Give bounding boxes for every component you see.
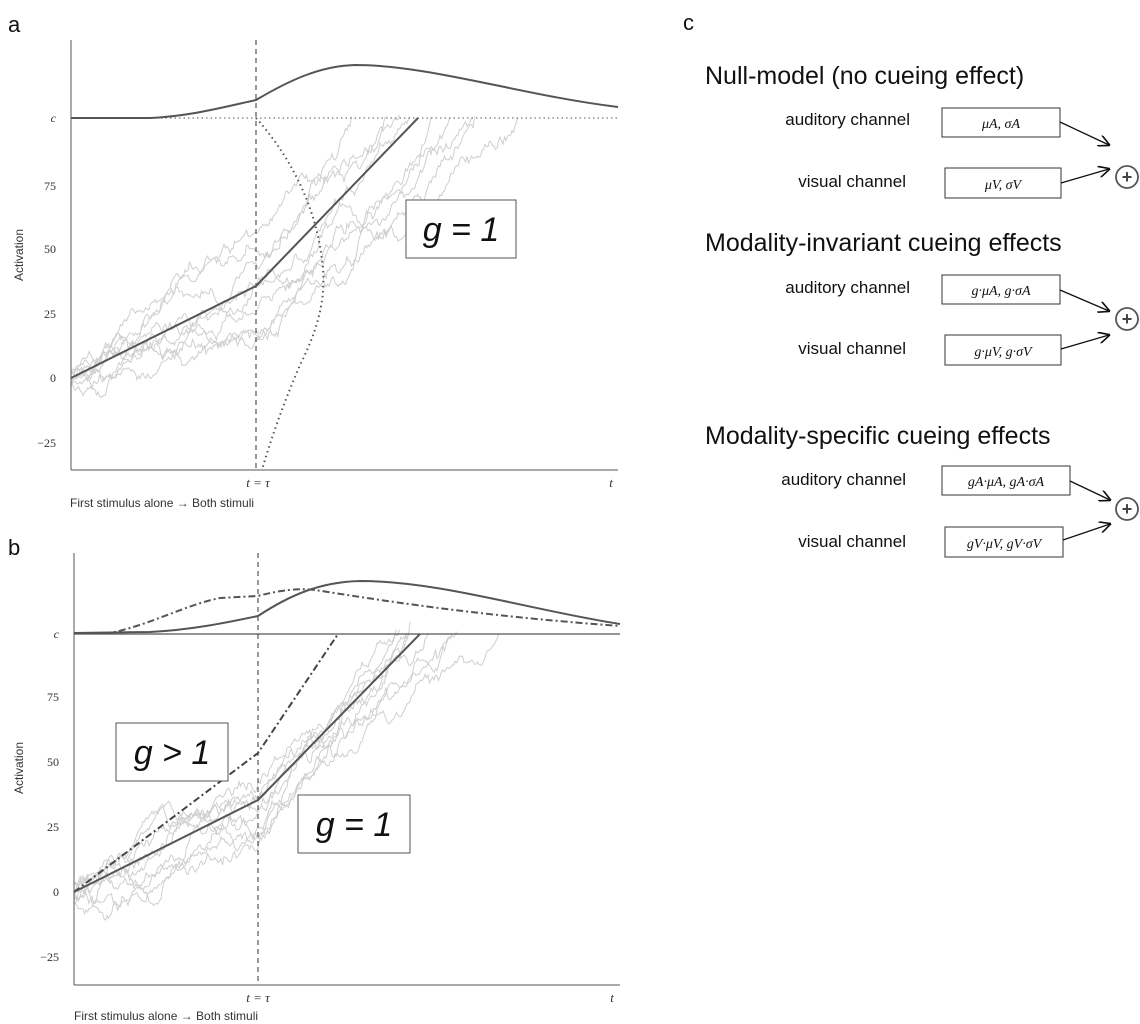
specific-combine-plus-icon bbox=[1115, 497, 1139, 521]
section-modality-invariant: Modality-invariant cueing effects audito… bbox=[705, 229, 1139, 366]
panel-b-ytick-75: 75 bbox=[47, 690, 59, 704]
null-auditory-label: auditory channel bbox=[785, 110, 910, 129]
simulated-path bbox=[73, 621, 411, 908]
invariant-auditory-param: g·μA, g·σA bbox=[971, 284, 1030, 299]
specific-auditory-param-box bbox=[941, 465, 1071, 496]
panel-a-ytick-25: 25 bbox=[44, 307, 56, 321]
simulated-path bbox=[73, 629, 400, 894]
simulated-path bbox=[73, 629, 397, 905]
specific-auditory-param: gA·μA, gA·σA bbox=[968, 475, 1045, 490]
simulated-path bbox=[70, 117, 432, 389]
panel-a-ytick-50: 50 bbox=[44, 242, 56, 256]
panel-a-y-axis-title: Activation bbox=[12, 229, 26, 281]
panel-a-xtick-t: t bbox=[609, 475, 613, 490]
panel-a-distribution-envelope bbox=[255, 117, 325, 471]
panel-a-ytick-0: 0 bbox=[50, 371, 56, 385]
invariant-visual-param-box bbox=[944, 334, 1062, 366]
null-visual-arrow bbox=[1060, 169, 1109, 184]
specific-auditory-arrow bbox=[1069, 480, 1110, 500]
panel-a-g-label: g = 1 bbox=[423, 211, 500, 249]
panel-b-xtick-t: t bbox=[610, 990, 614, 1005]
null-visual-label: visual channel bbox=[798, 172, 906, 191]
panel-b-g-eq-1-label: g = 1 bbox=[316, 806, 393, 844]
panel-b-mean-drift-g-eq-1 bbox=[73, 633, 421, 893]
panel-b-xtick-tau: t = τ bbox=[246, 990, 271, 1005]
invariant-combine-plus-icon bbox=[1115, 307, 1139, 331]
panel-b-g-gt-1-label: g > 1 bbox=[134, 734, 211, 772]
panel-b-ytick-25: 25 bbox=[47, 820, 59, 834]
invariant-auditory-param-box bbox=[941, 274, 1061, 305]
simulated-path bbox=[70, 114, 400, 386]
panel-b-ytick-50: 50 bbox=[47, 755, 59, 769]
null-combine-plus-icon bbox=[1115, 165, 1139, 189]
section-null-model-title: Null-model (no cueing effect) bbox=[705, 62, 1024, 90]
section-modality-specific: Modality-specific cueing effects auditor… bbox=[705, 422, 1139, 558]
specific-visual-param: gV·μV, gV·σV bbox=[967, 537, 1043, 552]
panel-a-mean-drift bbox=[70, 117, 419, 379]
invariant-visual-label: visual channel bbox=[798, 339, 906, 358]
specific-visual-param-box bbox=[944, 526, 1064, 558]
panel-a: a c 75 50 25 0 −25 t = τ t Activation Fi… bbox=[8, 12, 619, 510]
panel-b-density-curve-g-gt-1 bbox=[74, 588, 621, 634]
panel-a-g-box bbox=[405, 199, 517, 259]
specific-combine-symbol: + bbox=[1122, 499, 1133, 519]
panel-b-g-gt-1-box bbox=[115, 722, 229, 782]
panel-b-ytick-0: 0 bbox=[53, 885, 59, 899]
panel-b-ytick-neg25: −25 bbox=[40, 950, 59, 964]
specific-visual-label: visual channel bbox=[798, 532, 906, 551]
panel-b: b c 75 50 25 0 −25 t = τ t Activation Fi… bbox=[8, 535, 621, 1023]
invariant-auditory-arrow bbox=[1059, 289, 1109, 311]
simulated-path bbox=[73, 632, 429, 922]
null-visual-param: μV, σV bbox=[984, 178, 1023, 193]
panel-a-ytick-75: 75 bbox=[44, 179, 56, 193]
simulated-path bbox=[70, 117, 451, 381]
null-auditory-arrow bbox=[1059, 121, 1109, 145]
null-auditory-param: μA, σA bbox=[981, 117, 1020, 132]
specific-auditory-label: auditory channel bbox=[781, 470, 906, 489]
panel-b-y-axis-title: Activation bbox=[12, 742, 26, 794]
null-auditory-param-box bbox=[941, 107, 1061, 138]
section-modality-specific-title: Modality-specific cueing effects bbox=[705, 422, 1051, 450]
simulated-path bbox=[73, 632, 409, 888]
simulated-path bbox=[73, 633, 501, 891]
panel-b-simulated-paths bbox=[73, 621, 501, 922]
specific-visual-arrow bbox=[1062, 524, 1110, 541]
simulated-path bbox=[70, 116, 352, 375]
panel-a-density-curve bbox=[71, 63, 619, 119]
panel-b-ytick-c: c bbox=[54, 627, 60, 641]
panel-a-xtick-tau: t = τ bbox=[246, 475, 271, 490]
panel-a-ytick-c: c bbox=[51, 111, 57, 125]
simulated-path bbox=[73, 632, 453, 903]
panel-b-x-caption: First stimulus alone → Both stimuli bbox=[74, 1009, 258, 1023]
panel-c: c Null-model (no cueing effect) auditory… bbox=[683, 10, 1139, 558]
panel-b-density-curve-g-eq-1 bbox=[73, 579, 621, 634]
invariant-visual-param: g·μV, g·σV bbox=[974, 345, 1033, 360]
invariant-combine-symbol: + bbox=[1122, 309, 1133, 329]
invariant-auditory-label: auditory channel bbox=[785, 278, 910, 297]
invariant-visual-arrow bbox=[1060, 335, 1109, 350]
section-modality-invariant-title: Modality-invariant cueing effects bbox=[705, 229, 1062, 257]
simulated-path bbox=[70, 116, 387, 382]
panel-a-letter: a bbox=[8, 12, 21, 37]
section-null-model: Null-model (no cueing effect) auditory c… bbox=[705, 62, 1139, 199]
panel-a-x-caption: First stimulus alone → Both stimuli bbox=[70, 496, 254, 510]
panel-a-ytick-neg25: −25 bbox=[37, 436, 56, 450]
panel-b-letter: b bbox=[8, 535, 20, 560]
null-combine-symbol: + bbox=[1122, 167, 1133, 187]
panel-b-g-eq-1-box bbox=[297, 794, 411, 854]
panel-c-letter: c bbox=[683, 10, 694, 35]
panel-b-mean-drift-g-gt-1 bbox=[73, 633, 339, 893]
